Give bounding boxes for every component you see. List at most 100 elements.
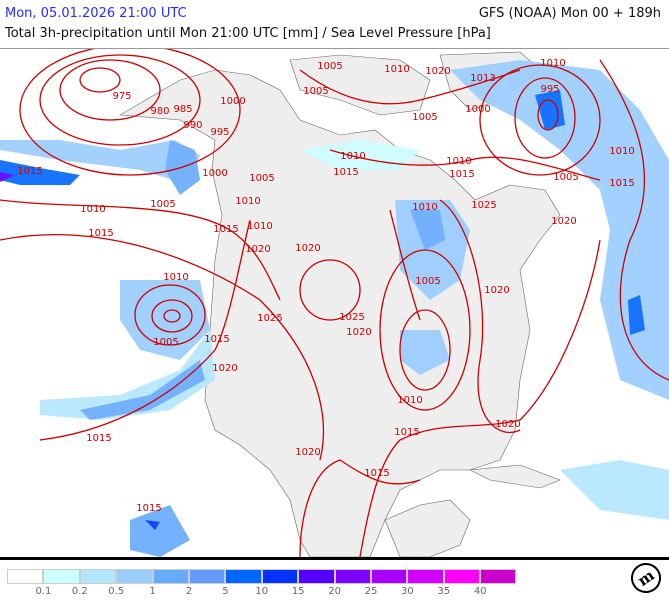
isobar [299,259,361,321]
legend-tick-label: 30 [401,586,414,597]
arctic-islands [289,54,431,116]
isobar-label: 1005 [249,173,274,184]
isobar-label: 1020 [425,66,450,77]
isobar-label: 1020 [295,447,320,458]
isobar [379,249,471,411]
isobar-label: 1010 [247,221,272,232]
precip-area [395,200,470,300]
isobar [299,69,521,105]
cuba-land [468,464,561,489]
isobar-label: 1015 [86,433,111,444]
meteologix-logo[interactable]: m [625,557,667,599]
legend-swatch [334,569,371,584]
legend-tick-label: 1 [149,586,156,597]
legend-swatch [261,569,299,584]
isobar [79,67,121,93]
isobar-label: 1015 [17,166,42,177]
legend-tick-label: 40 [473,586,487,597]
isobar [479,64,601,176]
legend-swatch [443,569,481,584]
isobar-label: 1025 [339,312,364,323]
isobar-label: 1015 [204,334,229,345]
isobar-label: 980 [150,106,169,117]
isobar [299,459,421,557]
isobar-label: 1020 [295,243,320,254]
isobar-label: 985 [173,104,192,115]
precip-area [628,295,645,335]
isobar [39,219,251,441]
isobar-label: 1020 [495,419,520,430]
precipitation-legend [7,569,517,584]
isobar-label: 1005 [317,61,342,72]
isobar-label: 1005 [412,112,437,123]
isobar-label: 1015 [449,169,474,180]
precipitation-pressure-map[interactable]: 975 980 985 990 995 1000 1005 1010 1020 1013 1010 9… [0,49,669,557]
isobar [163,309,181,323]
isobar-label: 1020 [551,216,576,227]
isobar-label: 1010 [163,272,188,283]
isobar-label: 1020 [245,244,270,255]
precipitation-layer [0,60,669,557]
precip-area [0,160,80,185]
precip-area [560,460,669,520]
isobar-label: 1010 [235,196,260,207]
legend-tick-label: 5 [222,586,229,597]
legend-tick-label: 20 [328,586,341,597]
isobar-label: 1000 [465,104,490,115]
land-layer [119,51,561,557]
isobar [0,199,281,301]
isobar-label: 1015 [609,178,634,189]
isobar [389,209,421,321]
isobar-label: 1005 [303,86,328,97]
isobar-label: 1015 [333,167,358,178]
isobar-label: 1010 [340,151,365,162]
legend-tick-label: 10 [255,586,269,597]
isobar [329,149,601,181]
isobar-label: 1025 [471,200,496,211]
isobar [599,59,669,381]
isobar-label: 1010 [412,202,437,213]
precip-area [0,172,15,182]
legend-tick-label: 0.1 [35,586,52,597]
map-subtitle: Total 3h-precipitation until Mon 21:00 U… [5,26,491,41]
isobar-label: 1005 [153,337,178,348]
isobar-label: 1020 [484,285,509,296]
isobar [39,54,201,146]
isobar [134,284,206,346]
isobar [19,49,241,176]
isobar-label: 1010 [609,146,634,157]
legend-swatch [79,569,117,584]
legend-tick-label: 15 [291,586,305,597]
isobar-label: 1010 [397,395,422,406]
legend-swatch [298,569,335,584]
isobar-label: 1015 [394,427,419,438]
isobar-label: 975 [112,91,131,102]
isobar-label: 1013 [470,73,495,84]
legend-swatch [152,569,189,584]
legend-swatch [116,569,153,584]
isobar-label: 1010 [80,204,105,215]
isobar-labels: 975 980 985 990 995 1000 1005 1010 1020 1013 1010 9… [17,58,634,514]
legend-swatch [480,569,517,584]
isobar-label: 995 [210,127,229,138]
legend-swatch [370,569,408,584]
precip-area [80,360,205,420]
isobar-label: 1010 [540,58,565,69]
legend-tick-label: 35 [437,586,451,597]
isobar-label: 995 [540,84,559,95]
isobar-label: 1015 [213,224,238,235]
isobar-label: 1015 [88,228,113,239]
legend-swatch [188,569,226,584]
precip-area [145,520,160,530]
precip-area [450,60,669,400]
isobar-label: 1015 [364,468,389,479]
legend-tick-label: 25 [364,586,378,597]
isobar [0,234,325,461]
isobar-label: 1015 [136,503,161,514]
isobar-label: 1020 [212,363,237,374]
isobar-label: 1020 [346,327,371,338]
precip-area [300,140,420,170]
legend-swatch [43,569,80,584]
isobar [399,309,451,391]
